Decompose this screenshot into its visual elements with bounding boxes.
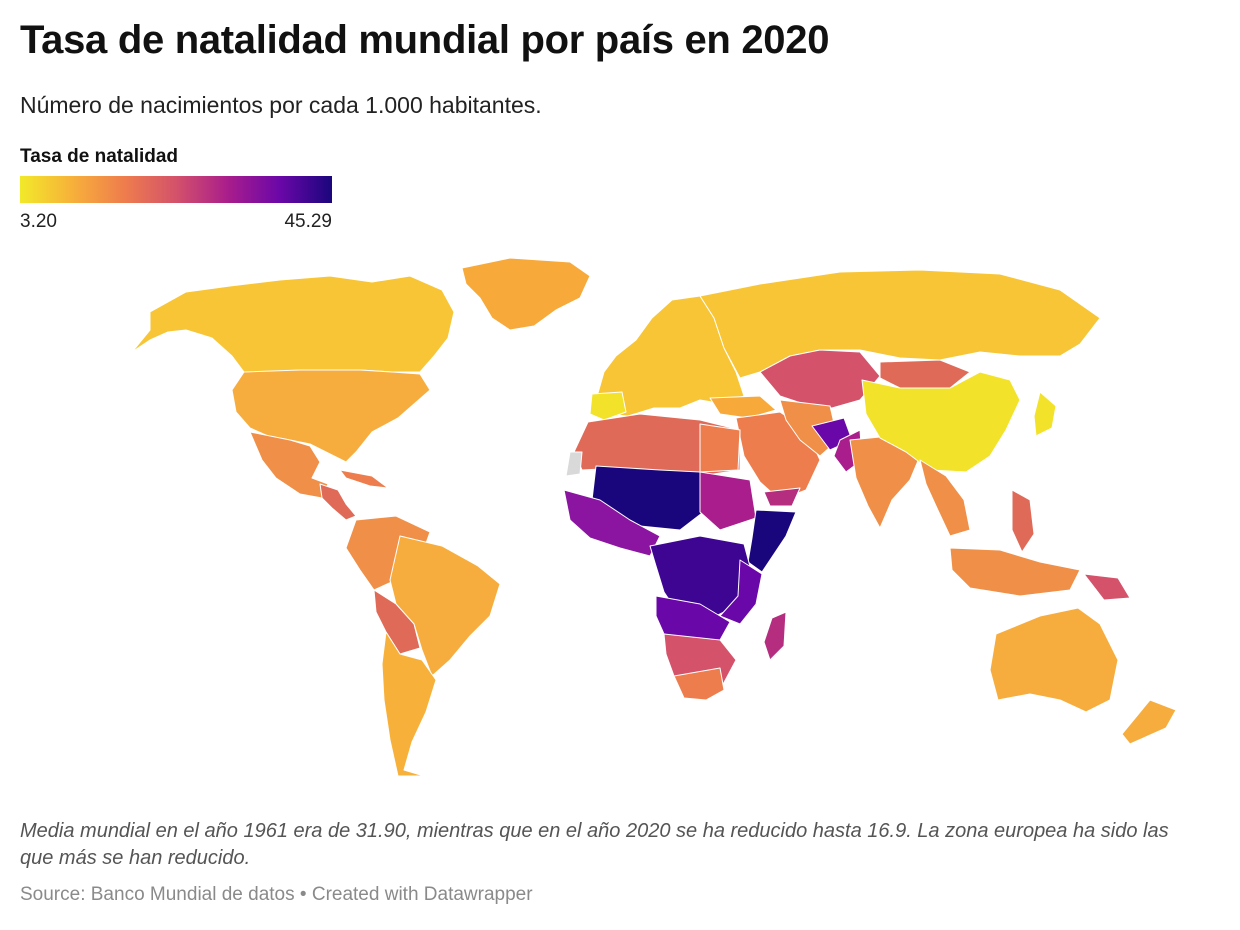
color-legend: Tasa de natalidad 3.20 45.29: [20, 146, 332, 237]
south-africa-region: [673, 667, 725, 701]
legend-gradient-bar: [20, 176, 332, 203]
mexico-region: [249, 431, 329, 499]
russia-region: [699, 269, 1101, 379]
chart-footer: Source: Banco Mundial de datos • Created…: [20, 884, 533, 906]
chart-title: Tasa de natalidad mundial por país en 20…: [20, 18, 830, 62]
indonesia-region: [949, 547, 1081, 597]
source-text: Source: Banco Mundial de datos: [20, 884, 295, 905]
horn-of-africa-region: [747, 509, 797, 573]
china-region: [861, 371, 1021, 473]
philippines-region: [1011, 489, 1035, 553]
andes-region: [373, 589, 421, 655]
central-america-region: [319, 483, 357, 521]
legend-min-label: 3.20: [20, 211, 57, 232]
united-states-region: [231, 369, 431, 463]
madagascar-region: [763, 611, 787, 661]
brazil-region: [389, 535, 501, 677]
west-africa-region: [563, 489, 661, 557]
japan-region: [1033, 391, 1057, 437]
yemen-region: [763, 487, 801, 507]
separator-dot: •: [294, 884, 312, 905]
no-data-region: [565, 451, 583, 477]
world-choropleth-map: [131, 257, 1177, 777]
chart-subtitle: Número de nacimientos por cada 1.000 hab…: [20, 92, 542, 118]
legend-title: Tasa de natalidad: [20, 146, 179, 167]
egypt-region: [699, 423, 741, 473]
southeast-asia-region: [919, 459, 971, 537]
east-africa-region: [719, 559, 763, 625]
iberia-region: [589, 391, 627, 421]
new-zealand-region: [1121, 699, 1177, 745]
caribbean-region: [339, 469, 389, 489]
datawrapper-credit-link[interactable]: Created with Datawrapper: [311, 884, 533, 905]
greenland-region: [461, 257, 591, 331]
mongolia-region: [879, 359, 971, 389]
australia-region: [989, 607, 1119, 713]
papua-region: [1083, 573, 1131, 601]
legend-max-label: 45.29: [284, 211, 332, 232]
canada-region: [131, 275, 455, 373]
chart-notes: Media mundial en el año 1961 era de 31.9…: [20, 820, 1169, 869]
southern-cone-region: [381, 631, 437, 777]
sudan-region: [699, 471, 757, 531]
